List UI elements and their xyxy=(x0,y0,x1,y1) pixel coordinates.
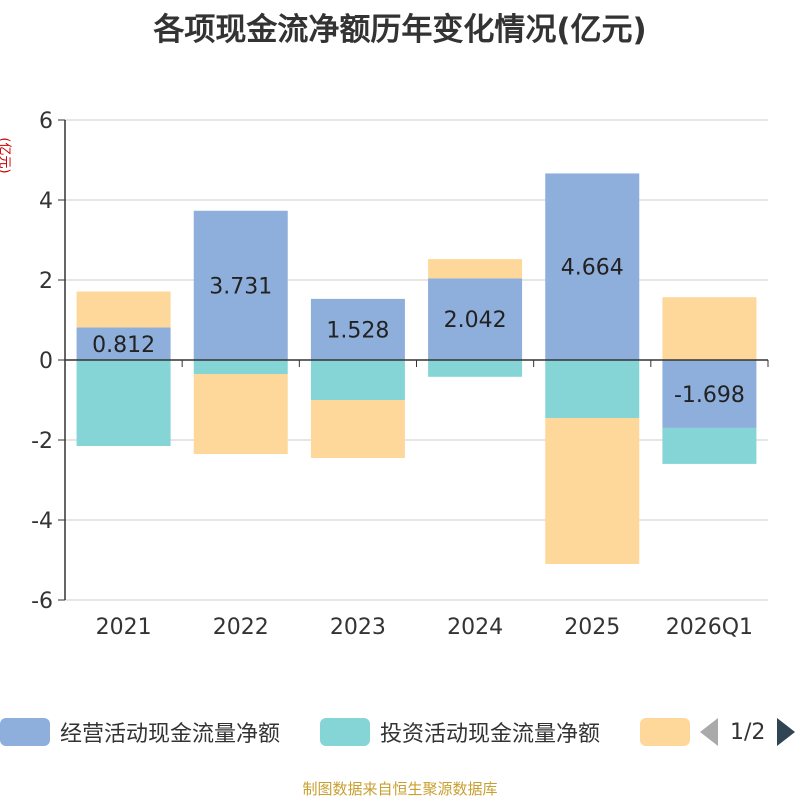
legend-pager: 1/2 xyxy=(700,714,796,750)
data-source-note: 制图数据来自恒生聚源数据库 xyxy=(302,780,498,798)
data-label-2022: 3.731 xyxy=(209,274,272,299)
legend-next-arrow-icon[interactable] xyxy=(777,718,796,746)
bar-series2-2023 xyxy=(310,400,405,458)
legend-item-third[interactable] xyxy=(640,714,690,750)
legend-swatch-operating xyxy=(0,718,50,746)
legend: 经营活动现金流量净额 投资活动现金流量净额 1/2 xyxy=(0,714,800,758)
data-label-2024: 2.042 xyxy=(444,308,507,333)
x-tick-label-2022: 2022 xyxy=(213,615,269,640)
bar-series2-2022 xyxy=(193,374,288,454)
chart-title: 各项现金流净额历年变化情况(亿元) xyxy=(153,12,647,48)
data-label-2026Q1: -1.698 xyxy=(674,383,745,408)
plot-area: -6 -4 -2 0 2 4 6 0.812 2021 3.731 2022 1.528 2023 2.0… xyxy=(31,109,769,640)
bar-series0-2025 xyxy=(545,173,640,360)
bar-series0-2026Q1 xyxy=(662,360,757,428)
y-tick-label: 6 xyxy=(39,109,53,134)
x-tick-label-2025: 2025 xyxy=(564,615,620,640)
x-tick-label-2024: 2024 xyxy=(447,615,503,640)
y-tick-label: -2 xyxy=(31,429,53,454)
data-label-2025: 4.664 xyxy=(561,256,624,281)
bar-series2-2026Q1 xyxy=(662,297,757,360)
bar-series2-2021 xyxy=(76,291,171,328)
bar-series1-2026Q1 xyxy=(662,427,757,464)
legend-label-investing: 投资活动现金流量净额 xyxy=(380,722,601,747)
bar-series1-2023 xyxy=(310,360,405,400)
legend-label-operating: 经营活动现金流量净额 xyxy=(60,722,281,747)
bar-series1-2022 xyxy=(193,360,288,374)
bar-series2-2024 xyxy=(428,259,523,279)
bar-series0-2022 xyxy=(193,210,288,360)
y-tick-label: 0 xyxy=(39,349,53,374)
legend-swatch-investing xyxy=(320,718,370,746)
legend-swatch-third xyxy=(640,718,690,746)
bar-series2-2025 xyxy=(545,418,640,564)
bar-series0-2024 xyxy=(428,278,523,360)
y-tick-label: -4 xyxy=(31,509,53,534)
bar-series1-2024 xyxy=(428,360,523,377)
bar-series0-2021 xyxy=(76,327,171,360)
bar-series0-2023 xyxy=(310,298,405,360)
y-tick-label: -6 xyxy=(31,589,53,614)
x-tick-label-2026Q1: 2026Q1 xyxy=(666,615,753,640)
data-label-2023: 1.528 xyxy=(326,318,389,343)
bar-series1-2025 xyxy=(545,360,640,418)
x-tick-label-2023: 2023 xyxy=(330,615,386,640)
y-tick-label: 2 xyxy=(39,269,53,294)
legend-page-indicator: 1/2 xyxy=(730,719,766,745)
legend-item-investing[interactable]: 投资活动现金流量净额 xyxy=(320,714,600,750)
x-tick-label-2021: 2021 xyxy=(96,615,152,640)
bar-series1-2021 xyxy=(76,360,171,446)
y-tick-label: 4 xyxy=(39,189,53,214)
legend-item-operating[interactable]: 经营活动现金流量净额 xyxy=(0,714,280,750)
legend-prev-arrow-icon[interactable] xyxy=(700,718,718,746)
data-label-2021: 0.812 xyxy=(92,333,155,358)
